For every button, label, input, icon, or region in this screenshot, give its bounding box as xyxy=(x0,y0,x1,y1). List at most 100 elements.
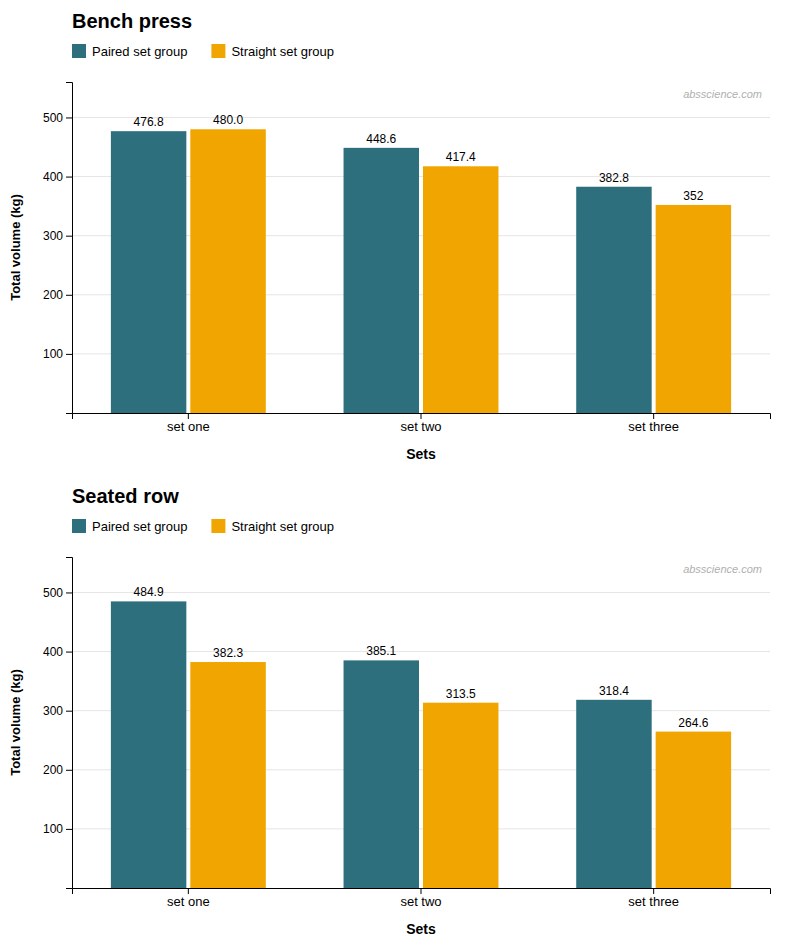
tick-label: 300 xyxy=(43,229,63,243)
tick-label: 100 xyxy=(43,347,63,361)
bar xyxy=(344,660,419,888)
tick-label: set three xyxy=(628,894,679,909)
data-label: 476.8 xyxy=(134,115,164,129)
legend-item: Paired set group xyxy=(72,519,187,534)
tick: 200 xyxy=(43,288,72,302)
tick: set one xyxy=(167,888,210,909)
data-label: 448.6 xyxy=(366,132,396,146)
annotation: absscience.com xyxy=(683,88,762,100)
tick: 400 xyxy=(43,645,72,659)
bar xyxy=(344,148,419,413)
legend: Paired set group Straight set group xyxy=(72,44,334,59)
x-axis: set one set two set three xyxy=(73,413,771,434)
tick-mark xyxy=(66,236,72,237)
data-label: 382.3 xyxy=(213,646,243,660)
tick-label: set three xyxy=(628,419,679,434)
legend-label: Paired set group xyxy=(92,44,187,59)
data-label: 417.4 xyxy=(446,150,476,164)
tick-mark xyxy=(66,770,72,771)
bar xyxy=(190,129,265,413)
tick-label: 400 xyxy=(43,645,63,659)
data-label: 264.6 xyxy=(678,716,708,730)
tick-mark xyxy=(188,413,189,419)
tick-mark xyxy=(66,711,72,712)
tick-label: 500 xyxy=(43,111,63,125)
title: Bench press xyxy=(72,10,192,32)
data-label: 385.1 xyxy=(366,644,396,658)
tick-mark xyxy=(66,354,72,355)
tick: set two xyxy=(400,888,441,909)
tick: 400 xyxy=(43,170,72,184)
tick: set two xyxy=(400,413,441,434)
data-label: 318.4 xyxy=(599,684,629,698)
legend-swatch xyxy=(211,44,225,58)
tick-mark xyxy=(66,592,72,593)
plot-area: 484.9385.1318.4382.3313.5264.61002003004… xyxy=(8,558,771,938)
tick-mark xyxy=(653,888,654,894)
data-labels: 476.8 448.6 382.8 480.0 417.4 352 xyxy=(134,113,704,203)
x-axis: set one set two set three xyxy=(73,888,771,909)
tick: 100 xyxy=(43,347,72,361)
data-label: 480.0 xyxy=(213,113,243,127)
y-axis-title: Total volume (kg) xyxy=(8,194,23,301)
chart: 476.8 448.6 382.8 480.0 417.4 352 100 200 300 400… xyxy=(8,10,771,462)
tick-mark xyxy=(421,888,422,894)
bars xyxy=(111,601,731,888)
tick-label: 100 xyxy=(43,822,63,836)
chart: 484.9385.1318.4382.3313.5264.61002003004… xyxy=(8,485,771,937)
legend-item: Paired set group xyxy=(72,44,187,59)
bar xyxy=(656,732,731,888)
bar xyxy=(423,166,498,413)
tick: 100 xyxy=(43,822,72,836)
data-label: 313.5 xyxy=(446,687,476,701)
y-axis-title: Total volume (kg) xyxy=(8,669,23,776)
tick-mark xyxy=(653,413,654,419)
tick: 500 xyxy=(43,111,72,125)
bar xyxy=(111,131,186,413)
tick-mark xyxy=(188,888,189,894)
bar xyxy=(576,700,651,888)
tick-label: set two xyxy=(400,419,441,434)
legend: Paired set group Straight set group xyxy=(72,519,334,534)
figure: 476.8 448.6 382.8 480.0 417.4 352 100 200 300 400… xyxy=(0,0,800,950)
tick: 300 xyxy=(43,704,72,718)
data-label: 352 xyxy=(683,189,703,203)
tick: 500 xyxy=(43,586,72,600)
axis-line xyxy=(73,414,771,420)
plot-area: 476.8 448.6 382.8 480.0 417.4 352 100 200 300 400… xyxy=(8,83,771,463)
legend-swatch xyxy=(211,519,225,533)
legend-label: Paired set group xyxy=(92,519,187,534)
grid-line xyxy=(72,592,770,593)
legend-swatch xyxy=(72,44,86,58)
legend-item: Straight set group xyxy=(211,44,334,59)
tick-label: 200 xyxy=(43,763,63,777)
bar xyxy=(576,187,651,413)
tick: set one xyxy=(167,413,210,434)
legend-swatch xyxy=(72,519,86,533)
legend-item: Straight set group xyxy=(211,519,334,534)
bar xyxy=(111,601,186,888)
tick-mark xyxy=(66,829,72,830)
axis-line xyxy=(73,889,771,895)
tick-mark xyxy=(421,413,422,419)
tick-label: set one xyxy=(167,419,210,434)
tick: 200 xyxy=(43,763,72,777)
tick-label: 300 xyxy=(43,704,63,718)
data-label: 382.8 xyxy=(599,171,629,185)
axis-line xyxy=(66,558,73,889)
bar xyxy=(423,703,498,888)
tick-label: set one xyxy=(167,894,210,909)
bars xyxy=(111,129,731,413)
x-axis-title: Sets xyxy=(406,446,436,462)
y-axis: 100 200 300 400 500 xyxy=(43,83,73,414)
tick-mark xyxy=(66,295,72,296)
tick-label: 400 xyxy=(43,170,63,184)
annotation: absscience.com xyxy=(683,563,762,575)
tick-label: 500 xyxy=(43,586,63,600)
tick-label: 200 xyxy=(43,288,63,302)
tick-label: set two xyxy=(400,894,441,909)
y-axis: 100 200 300 400 500 xyxy=(43,558,73,889)
title: Seated row xyxy=(72,485,179,507)
bar xyxy=(656,205,731,413)
bar xyxy=(190,662,265,888)
